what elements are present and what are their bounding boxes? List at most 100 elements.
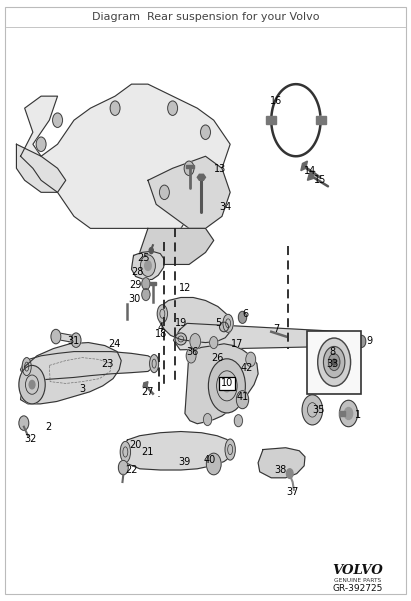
Polygon shape	[121, 432, 233, 470]
Text: 16: 16	[270, 96, 282, 106]
Polygon shape	[148, 156, 230, 228]
Text: 27: 27	[141, 387, 153, 397]
Polygon shape	[21, 84, 230, 252]
Text: 12: 12	[179, 284, 191, 293]
Polygon shape	[140, 228, 214, 264]
Text: 36: 36	[186, 347, 199, 356]
Text: 23: 23	[102, 359, 114, 368]
Circle shape	[223, 380, 231, 392]
Circle shape	[339, 400, 358, 427]
Text: 2: 2	[45, 422, 52, 432]
Text: 5: 5	[215, 319, 221, 328]
Circle shape	[186, 349, 196, 363]
Ellipse shape	[175, 333, 187, 345]
Circle shape	[302, 395, 323, 425]
Text: 18: 18	[155, 329, 168, 338]
Bar	[307, 331, 361, 394]
Polygon shape	[143, 382, 148, 387]
Circle shape	[141, 255, 155, 276]
Text: 14: 14	[304, 166, 316, 176]
Polygon shape	[21, 352, 156, 380]
Polygon shape	[258, 448, 305, 478]
Text: Diagram  Rear suspension for your Volvo: Diagram Rear suspension for your Volvo	[92, 12, 319, 22]
Ellipse shape	[225, 439, 235, 460]
Text: 7: 7	[273, 325, 279, 334]
Text: 9: 9	[367, 337, 373, 346]
Polygon shape	[53, 332, 81, 344]
Circle shape	[142, 278, 150, 290]
Text: 6: 6	[243, 309, 249, 319]
Circle shape	[236, 391, 249, 409]
Text: VOLVO: VOLVO	[332, 564, 383, 578]
Polygon shape	[197, 174, 206, 180]
Polygon shape	[301, 161, 307, 171]
Text: 21: 21	[141, 447, 153, 457]
Text: 8: 8	[329, 347, 335, 356]
Circle shape	[246, 352, 256, 367]
Polygon shape	[185, 344, 258, 424]
Text: 39: 39	[178, 457, 190, 466]
Text: 3: 3	[79, 385, 85, 394]
Circle shape	[201, 125, 210, 139]
Circle shape	[328, 353, 340, 370]
Text: 24: 24	[108, 339, 120, 349]
Circle shape	[159, 185, 169, 200]
Circle shape	[344, 407, 353, 419]
Circle shape	[332, 359, 336, 365]
Text: 10: 10	[221, 379, 233, 388]
Ellipse shape	[22, 358, 31, 376]
Circle shape	[145, 261, 151, 270]
Text: 32: 32	[25, 434, 37, 444]
Circle shape	[19, 365, 45, 404]
Polygon shape	[159, 297, 231, 343]
Polygon shape	[307, 171, 315, 180]
Text: 25: 25	[138, 254, 150, 263]
Text: 19: 19	[175, 319, 187, 328]
Polygon shape	[173, 323, 353, 350]
Polygon shape	[150, 282, 156, 285]
Text: 20: 20	[129, 440, 142, 450]
Circle shape	[110, 101, 120, 115]
Ellipse shape	[120, 441, 130, 463]
Polygon shape	[266, 116, 276, 124]
Ellipse shape	[342, 333, 353, 345]
Circle shape	[210, 337, 218, 349]
Text: 37: 37	[286, 487, 299, 496]
Circle shape	[36, 137, 46, 151]
Text: GENUINE PARTS: GENUINE PARTS	[334, 578, 381, 583]
Text: 35: 35	[312, 405, 325, 415]
Circle shape	[208, 359, 245, 413]
Circle shape	[71, 333, 81, 347]
Circle shape	[19, 416, 29, 430]
Ellipse shape	[157, 305, 168, 323]
Circle shape	[234, 415, 242, 427]
Polygon shape	[16, 144, 66, 192]
Ellipse shape	[219, 322, 229, 332]
Circle shape	[51, 329, 61, 344]
Polygon shape	[339, 411, 345, 416]
Ellipse shape	[150, 355, 159, 373]
Circle shape	[190, 334, 201, 349]
Circle shape	[118, 460, 128, 475]
Text: GR-392725: GR-392725	[332, 585, 383, 593]
Circle shape	[286, 469, 293, 478]
Circle shape	[142, 288, 150, 300]
Circle shape	[358, 335, 366, 347]
Circle shape	[168, 101, 178, 115]
Text: 13: 13	[214, 165, 226, 174]
Text: 34: 34	[219, 203, 231, 212]
Text: 28: 28	[132, 267, 144, 276]
Circle shape	[203, 413, 212, 426]
Text: 33: 33	[327, 359, 339, 368]
Text: 42: 42	[240, 363, 253, 373]
Text: 17: 17	[231, 339, 244, 349]
Text: 4: 4	[157, 323, 163, 332]
Text: 30: 30	[129, 294, 141, 304]
Circle shape	[53, 113, 62, 127]
Text: 15: 15	[314, 175, 327, 185]
Circle shape	[184, 161, 194, 175]
Ellipse shape	[223, 314, 233, 332]
Text: 29: 29	[129, 281, 142, 290]
Circle shape	[29, 380, 35, 389]
Polygon shape	[132, 251, 164, 279]
